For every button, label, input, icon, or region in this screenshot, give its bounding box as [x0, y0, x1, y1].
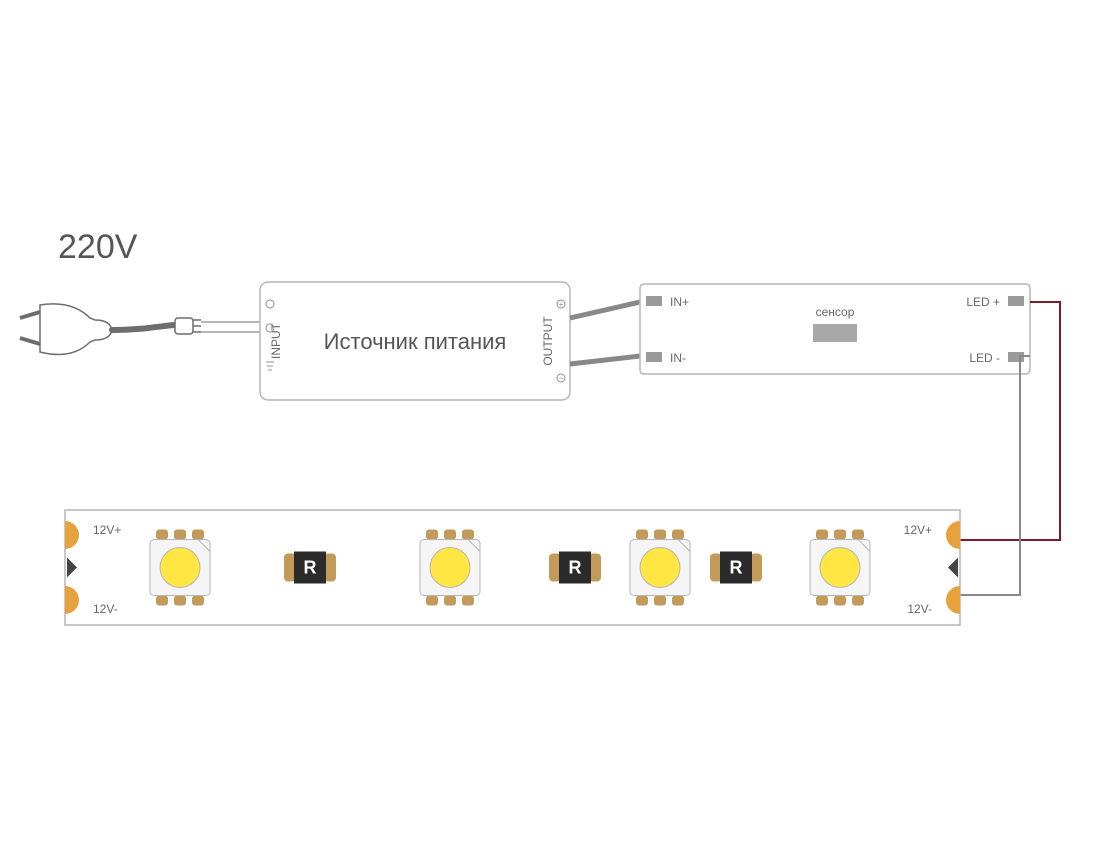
led-chip — [810, 530, 870, 606]
wire-psu-sensor-neg — [570, 356, 640, 364]
resistor-label: R — [569, 558, 582, 578]
led-strip: 12V+ 12V- 12V+ 12V- R R R — [65, 510, 960, 625]
smd-resistor: R — [284, 552, 336, 584]
sensor-pad — [813, 324, 857, 342]
sensor-module: IN+ IN- LED + LED - сенсор — [640, 284, 1030, 374]
led-chip — [630, 530, 690, 606]
wire-psu-sensor-pos — [570, 302, 640, 318]
strip-left-pos: 12V+ — [93, 523, 121, 537]
sensor-label: сенсор — [816, 305, 855, 319]
sensor-out-pos: LED + — [966, 295, 1000, 309]
psu-title: Источник питания — [324, 329, 507, 354]
svg-text:−: − — [559, 374, 564, 383]
strip-right-pos: 12V+ — [904, 523, 932, 537]
wire-led-neg — [960, 356, 1030, 595]
sensor-in-pos: IN+ — [670, 295, 689, 309]
power-supply: Источник питания INPUT OUTPUT + − — [260, 282, 570, 400]
sensor-in-neg: IN- — [670, 351, 686, 365]
smd-resistor: R — [710, 552, 762, 584]
svg-text:+: + — [559, 300, 564, 309]
voltage-label: 220V — [58, 228, 138, 266]
power-plug — [20, 304, 260, 355]
wiring-diagram: 220V Источник питания INPUT OUTPUT + − IN+ IN- L… — [0, 0, 1112, 845]
resistor-label: R — [304, 558, 317, 578]
psu-output-label: OUTPUT — [541, 316, 555, 366]
led-chip — [420, 530, 480, 606]
strip-right-neg: 12V- — [907, 602, 932, 616]
smd-resistor: R — [549, 552, 601, 584]
resistor-label: R — [730, 558, 743, 578]
sensor-out-neg: LED - — [969, 351, 1000, 365]
led-chip — [150, 530, 210, 606]
psu-input-label: INPUT — [269, 322, 283, 359]
strip-left-neg: 12V- — [93, 602, 118, 616]
